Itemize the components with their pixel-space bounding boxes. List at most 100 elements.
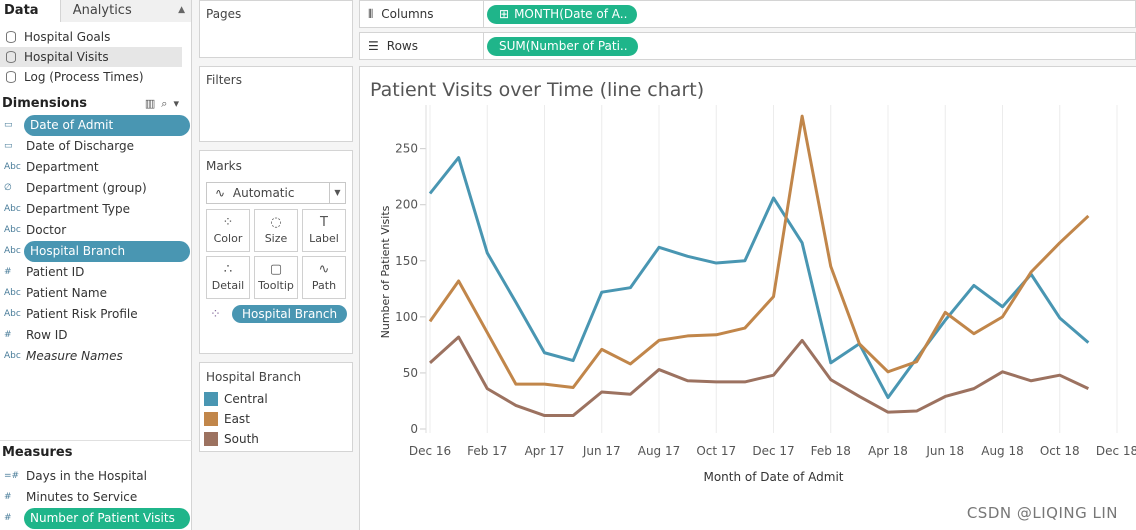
field-department-type[interactable]: Abc Department Type [0,199,191,220]
expand-icon[interactable]: ⊞ [499,7,510,21]
size-icon: ◌ [270,215,282,230]
rows-pill[interactable]: SUM(Number of Pati.. [487,37,638,56]
y-tick-label: 250 [395,142,418,156]
field-date-of-admit[interactable]: ▭ Date of Admit [4,115,190,136]
detail-label: Detail [211,279,245,292]
pages-card[interactable]: Pages [199,0,353,58]
legend-list: Central East South [200,389,352,449]
abc-icon: Abc [4,309,21,319]
data-source-item[interactable]: Hospital Visits [0,47,182,67]
legend-item[interactable]: South [200,429,352,449]
mark-buttons: ⁘ Color ◌ Size T Label ∴ Detail ▢ Tooltip ∿ Path [206,209,346,299]
size-mark-button[interactable]: ◌ Size [254,209,298,252]
field-patient-name[interactable]: Abc Patient Name [0,283,191,304]
data-source-label: Log (Process Times) [24,70,144,84]
pages-title: Pages [206,7,242,21]
tab-data[interactable]: Data [0,0,60,22]
field-label: Department Type [26,202,130,216]
color-mark-button[interactable]: ⁘ Color [206,209,250,252]
y-tick-label: 150 [395,254,418,268]
number-icon: # [4,513,12,523]
search-icon[interactable]: ⌕ [161,97,174,110]
abc-icon: Abc [4,162,21,172]
legend-item[interactable]: East [200,409,352,429]
field-doctor[interactable]: Abc Doctor [0,220,191,241]
x-tick-label: Dec 16 [409,444,451,458]
detail-icon: ∴ [223,262,233,277]
marks-title: Marks [206,159,242,173]
y-tick-label: 0 [410,422,418,436]
size-label: Size [264,232,288,245]
chevron-down-icon[interactable]: ▼ [329,183,345,203]
field-label: Department [26,160,99,174]
columns-pill[interactable]: ⊞ MONTH(Date of A.. [487,5,638,24]
field-label: Days in the Hospital [26,469,147,483]
x-tick-label: Apr 18 [868,444,908,458]
tab-scroll-icon[interactable]: ▲ [178,5,185,15]
paperclip-icon: ∅ [4,183,12,193]
color-label: Color [213,232,243,245]
field-date-of-discharge[interactable]: ▭ Date of Discharge [0,136,191,157]
data-source-item[interactable]: Hospital Goals [0,27,191,47]
field-number-of-patient-visits[interactable]: # Number of Patient Visits [4,508,190,529]
chevron-down-icon[interactable]: ▾ [173,97,185,110]
legend-swatch [204,392,218,406]
label-mark-button[interactable]: T Label [302,209,346,252]
tooltip-icon: ▢ [269,262,283,277]
mark-type-select[interactable]: ∿ Automatic ▼ [206,182,346,204]
rows-shelf: ☰ Rows SUM(Number of Pati.. [359,32,1136,60]
data-source-list: Hospital Goals Hospital Visits Log (Proces… [0,22,191,87]
measures-list: =# Days in the Hospital # Minutes to Servic… [0,466,192,529]
series-line-east[interactable] [428,114,1090,390]
field-days-in-the-hospital[interactable]: =# Days in the Hospital [0,466,192,487]
watermark-text: CSDN @LIQING LIN [966,504,1118,522]
rows-shelf-label: ☰ Rows [360,33,484,59]
x-tick-label: Oct 17 [696,444,736,458]
data-source-item[interactable]: Log (Process Times) [0,67,191,87]
field-department[interactable]: Abc Department [0,157,191,178]
field-minutes-to-service[interactable]: # Minutes to Service [0,487,192,508]
field-label: Doctor [26,223,67,237]
series-line-central[interactable] [428,156,1090,400]
tab-analytics[interactable]: Analytics ▲ [59,0,191,22]
marks-pill-hospital-branch[interactable]: Hospital Branch [232,305,348,323]
chart-title: Patient Visits over Time (line chart) [370,79,705,101]
field-measure-names[interactable]: Abc Measure Names [0,346,191,367]
field-hospital-branch[interactable]: Abc Hospital Branch [4,241,190,262]
y-tick-label: 200 [395,198,418,212]
label-icon: T [320,215,328,230]
number-icon: # [4,267,12,277]
field-label: Patient Risk Profile [26,307,138,321]
field-label: Patient ID [26,265,85,279]
field-patient-risk-profile[interactable]: Abc Patient Risk Profile [0,304,191,325]
x-tick-label: Oct 18 [1040,444,1080,458]
database-icon [6,31,16,43]
detail-mark-button[interactable]: ∴ Detail [206,256,250,299]
tooltip-mark-button[interactable]: ▢ Tooltip [254,256,298,299]
cards-column: Pages Filters Marks ∿ Automatic ▼ ⁘ Color… [196,0,356,530]
line-chart: 0 50 100 150 200 250 Dec 16 Feb 17 Apr 17 Jun 17 A… [379,105,1136,484]
series-line-south[interactable] [428,335,1090,418]
legend-item[interactable]: Central [200,389,352,409]
field-label: Hospital Branch [30,244,126,258]
chart-view: Patient Visits over Time (line chart) 0 5… [359,66,1136,530]
measures-title: Measures [2,445,73,460]
dimensions-header: Dimensions ▥⌕▾ [0,93,191,115]
field-label: Department (group) [26,181,147,195]
x-tick-label: Dec 18 [1096,444,1136,458]
abc-icon: Abc [4,225,21,235]
abc-icon: Abc [4,288,21,298]
pane-tabs: Data Analytics ▲ [0,0,191,22]
field-label: Measure Names [26,349,123,363]
path-icon: ∿ [318,262,330,277]
field-patient-id[interactable]: # Patient ID [0,262,191,283]
color-icon: ⁘ [222,215,234,230]
filters-card[interactable]: Filters [199,66,353,142]
field-label: Patient Name [26,286,107,300]
data-source-label: Hospital Goals [24,30,111,44]
legend-title: Hospital Branch [206,370,302,384]
view-list-icon[interactable]: ▥ [144,97,162,110]
field-department-group-[interactable]: ∅ Department (group) [0,178,191,199]
field-row-id[interactable]: # Row ID [0,325,191,346]
path-mark-button[interactable]: ∿ Path [302,256,346,299]
